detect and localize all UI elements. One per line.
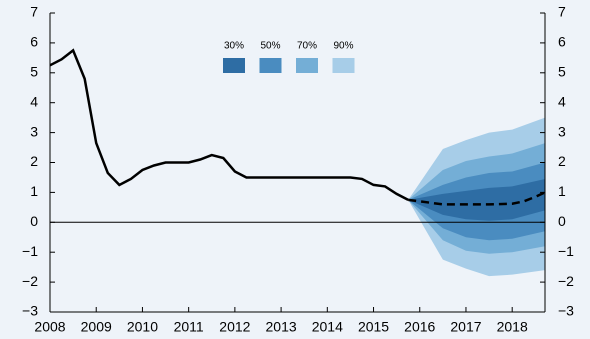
y-tick-label: 4: [30, 93, 38, 109]
y2-tick-label: 4: [558, 93, 566, 109]
legend-label: 50%: [260, 41, 280, 52]
legend-swatch: [296, 58, 318, 73]
y2-tick-label: 3: [558, 123, 566, 139]
x-tick-label: 2014: [312, 319, 343, 335]
y2-tick-label: −1: [558, 243, 574, 259]
y-tick-label: −3: [22, 303, 38, 319]
y2-tick-label: 5: [558, 64, 566, 80]
x-tick-label: 2010: [127, 319, 158, 335]
x-tick-label: 2015: [358, 319, 389, 335]
y-tick-label: 0: [30, 213, 38, 229]
legend-swatch: [223, 58, 245, 73]
y-tick-label: 2: [30, 153, 38, 169]
x-tick-label: 2008: [34, 319, 65, 335]
y-tick-label: 1: [30, 183, 38, 199]
y2-tick-label: −2: [558, 273, 574, 289]
rate-line: [408, 191, 546, 206]
x-tick-label: 2011: [174, 319, 204, 335]
legend-swatch: [332, 58, 355, 73]
x-tick-label: 2009: [81, 319, 112, 335]
y2-tick-label: −3: [558, 303, 574, 319]
y-tick-label: 6: [30, 34, 38, 50]
y-tick-label: −1: [22, 243, 38, 259]
x-tick-label: 2013: [266, 319, 297, 335]
y-tick-label: 7: [30, 4, 38, 20]
y2-tick-label: 0: [558, 213, 566, 229]
legend-swatch: [259, 58, 282, 73]
y2-tick-label: 7: [558, 4, 566, 20]
y-tick-label: −2: [22, 273, 38, 289]
x-tick-label: 2016: [404, 319, 435, 335]
y-tick-label: 3: [30, 123, 38, 139]
legend-label: 90%: [333, 41, 353, 52]
y-tick-label: 5: [30, 64, 38, 80]
x-tick-label: 2012: [219, 319, 250, 335]
legend-label: 70%: [297, 41, 317, 52]
fan-band: [408, 178, 545, 221]
y2-tick-label: 2: [558, 153, 566, 169]
x-tick-label: 2018: [497, 319, 528, 335]
rate-line: [49, 48, 409, 201]
legend-label: 30%: [224, 41, 244, 52]
y2-tick-label: 1: [558, 183, 566, 199]
x-tick-label: 2017: [450, 319, 481, 335]
y2-tick-label: 6: [558, 34, 566, 50]
